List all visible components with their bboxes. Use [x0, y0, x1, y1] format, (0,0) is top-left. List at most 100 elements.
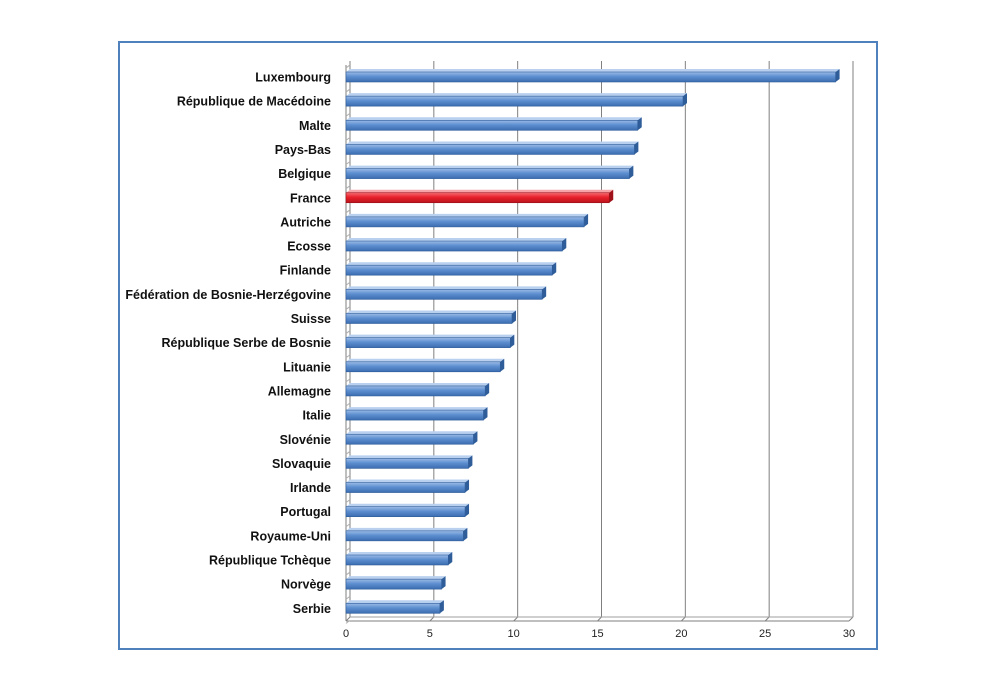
bar-front	[345, 482, 466, 493]
bar-top	[346, 576, 446, 580]
row-tick	[345, 547, 351, 552]
category-label: République Tchèque	[209, 554, 331, 568]
bar-top	[346, 552, 453, 555]
row-tick	[345, 185, 351, 190]
bar	[345, 238, 567, 252]
bar	[345, 310, 516, 324]
bar-front	[345, 168, 630, 179]
row-tick	[345, 571, 351, 576]
row-tick	[345, 257, 351, 262]
bar	[345, 165, 634, 179]
bar-top	[346, 455, 473, 459]
bar	[345, 407, 488, 421]
bar-chart: Luxembourg République de Macédoine Malte Pa…	[125, 61, 855, 640]
bar-front	[345, 361, 501, 373]
row-tick	[345, 209, 351, 214]
chart-frame: Luxembourg République de Macédoine Malte Pa…	[118, 41, 878, 650]
category-label: Slovénie	[280, 433, 331, 447]
x-tick-label: 20	[675, 628, 687, 640]
bar-front	[345, 554, 449, 566]
row-tick	[345, 619, 351, 624]
row-tick	[345, 306, 351, 310]
bar-side	[552, 262, 557, 276]
bar-front	[345, 337, 511, 348]
bar-top	[346, 431, 478, 435]
bar-side	[465, 503, 470, 517]
bar-top	[346, 117, 642, 121]
bar-front	[345, 385, 486, 397]
bar-top	[346, 334, 515, 338]
bar-front	[345, 433, 474, 445]
category-label: Allemagne	[268, 384, 331, 398]
gridline-floor	[848, 616, 854, 622]
bar-side	[465, 479, 470, 493]
category-label: République de Macédoine	[177, 95, 331, 109]
gridline-floor	[345, 616, 351, 622]
category-label: Malte	[299, 119, 331, 133]
category-label: Finlande	[280, 264, 331, 278]
bar-top	[346, 503, 470, 507]
bar-front	[345, 71, 836, 83]
row-tick	[345, 475, 351, 479]
row-tick	[345, 233, 351, 238]
bar-front	[345, 264, 553, 276]
category-label: France	[290, 191, 331, 205]
bar-side	[483, 407, 488, 421]
category-label: Belgique	[278, 167, 331, 181]
category-label: République Serbe de Bosnie	[162, 336, 332, 350]
category-label: Luxembourg	[255, 71, 331, 85]
x-tick-label: 0	[343, 628, 349, 640]
bar-front	[345, 506, 466, 518]
category-label: Italie	[303, 409, 332, 423]
bar-side	[511, 310, 516, 324]
bar-top	[346, 165, 634, 169]
bar-front	[345, 458, 469, 469]
bar-top	[346, 69, 840, 72]
bar-front	[345, 95, 684, 107]
bar-side	[637, 117, 642, 131]
x-tick-label: 5	[427, 628, 433, 640]
bar-front	[345, 602, 441, 614]
bar-side	[510, 334, 515, 348]
bar-front	[345, 216, 585, 228]
bar-side	[439, 600, 444, 614]
x-tick-label: 25	[759, 628, 771, 640]
row-tick	[345, 112, 351, 117]
bar-front	[345, 120, 639, 131]
category-label: Pays-Bas	[275, 143, 331, 157]
category-label: Lituanie	[283, 360, 331, 374]
bar-side	[500, 358, 505, 372]
category-label: Norvège	[281, 578, 331, 592]
bar-top	[346, 238, 567, 242]
bar-top	[346, 358, 505, 362]
bar-front	[345, 144, 635, 155]
row-tick	[345, 354, 351, 359]
bar-front	[345, 530, 464, 542]
bar	[345, 141, 639, 155]
category-label: Irlande	[290, 481, 331, 495]
bar	[345, 213, 589, 228]
gridline-floor	[680, 616, 686, 622]
category-label: Autriche	[280, 215, 331, 229]
bar	[345, 286, 547, 300]
bar-side	[835, 69, 840, 82]
category-label: Serbie	[293, 602, 331, 616]
x-tick-label: 10	[508, 628, 520, 640]
bar-front	[345, 192, 610, 204]
bar-side	[634, 141, 639, 155]
bar	[345, 93, 688, 107]
row-tick	[345, 330, 351, 334]
bar-top	[346, 479, 470, 483]
bar	[345, 262, 557, 276]
bar-side	[683, 93, 688, 107]
bar-front	[345, 409, 484, 421]
row-tick	[345, 136, 351, 141]
bar-side	[629, 165, 634, 179]
bar	[345, 117, 642, 131]
bar	[345, 576, 446, 590]
bar	[345, 479, 470, 493]
category-labels: Luxembourg République de Macédoine Malte Pa…	[125, 71, 331, 616]
category-label: Portugal	[280, 505, 331, 519]
row-tick	[345, 378, 351, 383]
bar-front	[345, 578, 442, 590]
